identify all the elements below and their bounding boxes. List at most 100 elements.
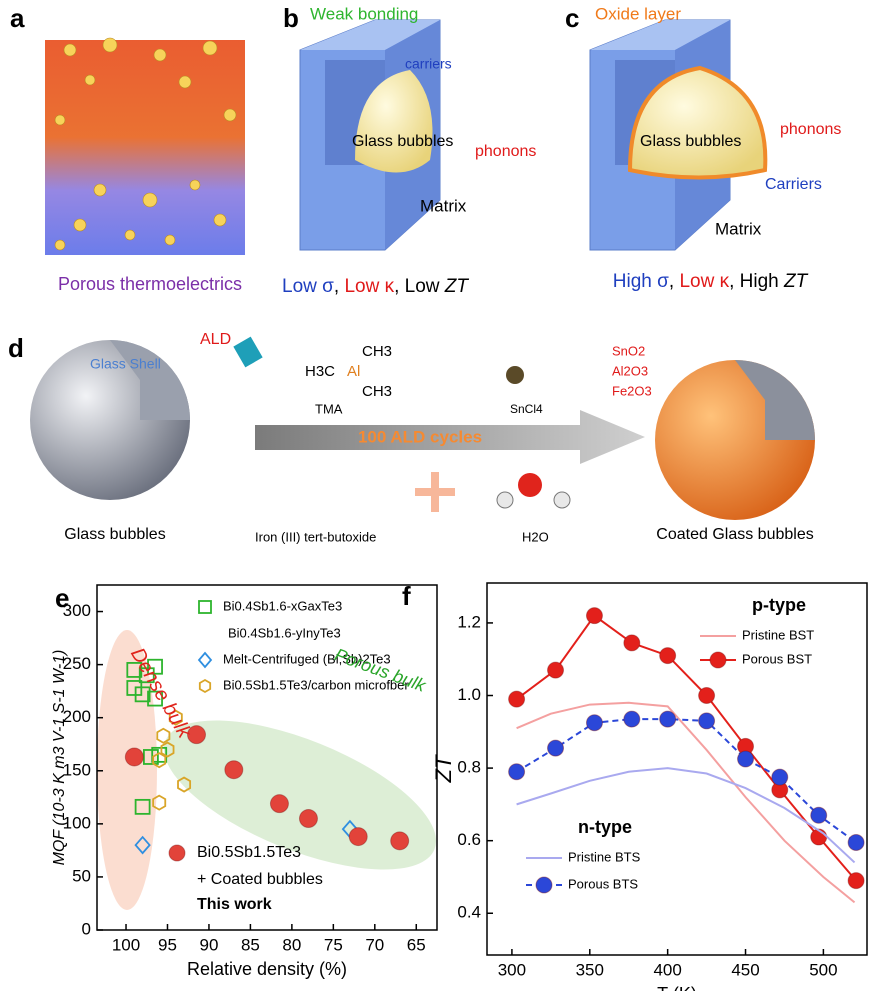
molecule: [496, 491, 514, 509]
glass-bubble: [355, 70, 433, 173]
marker: [143, 749, 159, 765]
label: Carriers: [765, 176, 822, 193]
legend-marker: [535, 876, 553, 894]
marker: [623, 634, 641, 652]
plot-frame: [486, 582, 868, 956]
y-tick-label: 200: [63, 707, 91, 726]
series-line: [515, 614, 857, 882]
legend-marker: [168, 844, 186, 862]
label: Iron (III) tert-butoxide: [255, 529, 376, 544]
x-tick-label: 70: [365, 935, 384, 954]
panel-letter: d: [8, 333, 24, 363]
marker: [147, 658, 163, 675]
panel-d: d ALD Glass Shell H3C Al CH3 CH3 TMA SnC…: [8, 331, 815, 544]
marker: [134, 686, 151, 703]
marker: [810, 806, 828, 824]
coated-bubble: [627, 65, 768, 180]
marker: [156, 727, 171, 744]
label: SnO2: [612, 343, 645, 358]
label: phonons: [780, 121, 841, 138]
series-line: [516, 718, 857, 844]
x-axis-label: T (K): [657, 984, 697, 991]
marker: [269, 794, 289, 814]
y-tick-label: 0.4: [457, 903, 481, 922]
label: H3C: [305, 363, 335, 380]
marker: [147, 690, 163, 707]
label: H2O: [522, 529, 549, 544]
caption: High σ, Low κ, High ZT: [613, 271, 809, 292]
marker: [134, 835, 151, 855]
legend-label: Bi0.5Sb1.5Te3/carbon microfber: [223, 677, 409, 692]
y-axis-label: ZT: [431, 754, 456, 783]
marker: [126, 662, 143, 678]
label: 100 ALD cycles: [358, 427, 482, 446]
label: ALD: [200, 331, 231, 348]
marker: [585, 714, 603, 732]
marker: [698, 687, 716, 705]
marker: [124, 747, 144, 767]
process-arrow: [255, 410, 645, 464]
marker: [508, 690, 526, 708]
panel-letter: a: [10, 3, 25, 33]
marker: [224, 760, 244, 780]
legend-marker: [709, 651, 727, 669]
caption-part: High σ: [613, 271, 669, 292]
x-tick-label: 95: [158, 935, 177, 954]
marker: [160, 741, 175, 758]
panel-letter: f: [402, 581, 411, 611]
annotation: n-type: [578, 817, 632, 837]
y-tick-label: 150: [63, 760, 91, 779]
label: CH3: [362, 343, 392, 360]
x-tick-label: 400: [653, 960, 681, 979]
marker: [547, 739, 565, 757]
ald-nozzle: [233, 336, 263, 368]
legend-label: Bi0.4Sb1.6-yInyTe3: [228, 625, 341, 640]
marker: [547, 661, 565, 679]
legend-label: Melt-Centrifuged (Bi,Sb)2Te3: [223, 651, 391, 666]
x-tick-label: 65: [407, 935, 426, 954]
caption: Porous thermoelectrics: [58, 274, 242, 294]
x-tick-label: 80: [282, 935, 301, 954]
caption-part: ZT: [783, 271, 809, 292]
panel-letter: c: [565, 3, 579, 33]
legend-label: Porous BST: [742, 651, 812, 666]
marker: [187, 725, 207, 745]
y-tick-label: 0.6: [457, 830, 481, 849]
label: Oxide layer: [595, 4, 681, 23]
panel-letter: b: [283, 3, 299, 33]
marker: [623, 710, 641, 728]
series-line: [516, 701, 856, 904]
label: Glass bubbles: [64, 526, 165, 543]
label: Al: [347, 363, 360, 380]
panel-b: b Weak bonding carriers Glass bubbles ph…: [282, 3, 536, 297]
y-axis-label: MQF (10-3 K m3 V-1 S-1 W-1): [51, 650, 68, 866]
caption-part: Low σ: [282, 276, 334, 297]
y-tick-label: 0.8: [457, 758, 481, 777]
cube-top: [300, 20, 440, 50]
label: Glass bubbles: [352, 133, 453, 150]
x-tick-label: 100: [112, 935, 140, 954]
panel-c: c Oxide layer Glass bubbles phonons Carr…: [565, 3, 841, 292]
legend-marker: [197, 651, 213, 669]
marker: [698, 712, 716, 730]
legend-label: Porous BTS: [568, 876, 638, 891]
x-tick-label: 90: [199, 935, 218, 954]
marker: [390, 831, 410, 851]
molecule: [518, 473, 542, 497]
label: phonons: [475, 143, 536, 160]
annotation: p-type: [752, 595, 806, 615]
marker: [152, 794, 167, 811]
caption-part: ZT: [444, 276, 470, 297]
x-tick-label: 85: [241, 935, 260, 954]
cut-shell: [110, 340, 190, 420]
caption-part: Low κ: [679, 271, 729, 292]
x-tick-label: 500: [809, 960, 837, 979]
marker: [152, 752, 167, 769]
legend-label: Pristine BTS: [568, 849, 641, 864]
series-line: [516, 767, 856, 864]
porous-region: [163, 720, 437, 870]
label: Matrix: [420, 196, 467, 215]
marker: [847, 833, 865, 851]
label: CH3: [362, 383, 392, 400]
